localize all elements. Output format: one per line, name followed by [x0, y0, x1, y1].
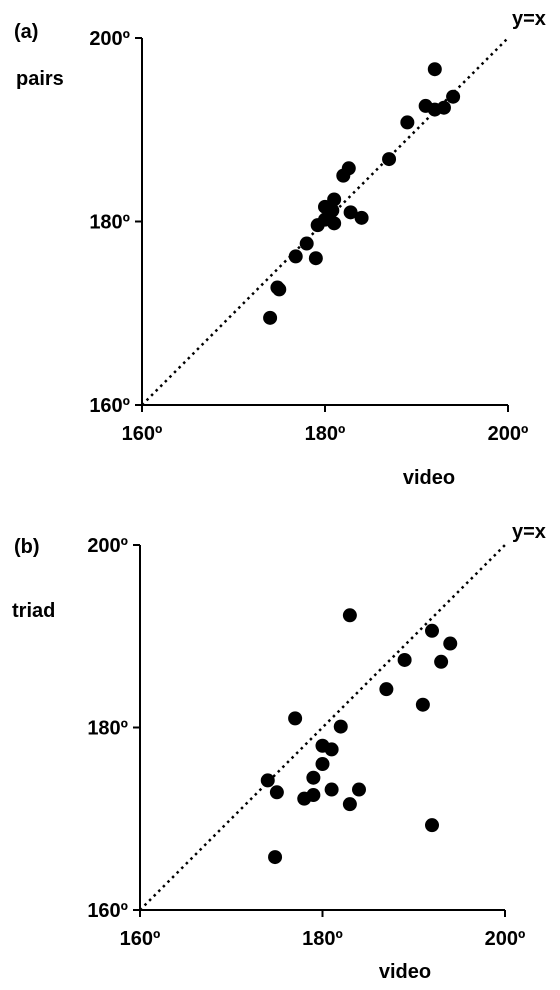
data-point [333, 719, 348, 734]
data-point [288, 711, 303, 726]
data-point [260, 773, 275, 788]
data-point [382, 152, 397, 167]
y-tick-label: 200º [89, 28, 130, 50]
data-point [272, 282, 287, 297]
y-tick-label: 160º [89, 395, 130, 417]
data-point [327, 216, 342, 231]
tick-labels: 160º 180º 200º 160º 180º 200º [87, 535, 525, 950]
tick-labels: 160º 180º 200º 160º 180º 200º [89, 28, 528, 445]
panel-label: (a) [14, 21, 38, 43]
data-point [306, 788, 321, 803]
data-point [443, 636, 458, 651]
data-point [434, 654, 449, 669]
data-point [269, 785, 284, 800]
data-point [299, 236, 314, 251]
data-point [306, 770, 321, 785]
marks [135, 37, 509, 412]
x-tick-label: 180º [305, 423, 346, 445]
reference-line-label: y=x [512, 521, 546, 543]
data-point [324, 782, 339, 797]
y-axis-label: pairs [16, 68, 64, 90]
data-point [400, 115, 415, 130]
x-axis-label: video [403, 467, 455, 489]
y-tick-label: 180º [87, 718, 128, 740]
y-tick-label: 200º [87, 535, 128, 557]
data-point [268, 850, 283, 865]
marks [133, 544, 506, 917]
x-tick-label: 160º [120, 928, 161, 950]
data-point [342, 608, 357, 623]
data-point [436, 100, 451, 115]
data-point [446, 89, 461, 104]
data-point [315, 757, 330, 771]
data-point [341, 161, 356, 176]
data-point [308, 251, 323, 266]
data-point [425, 623, 439, 638]
data-point [427, 62, 442, 77]
reference-line [139, 544, 506, 911]
x-tick-label: 200º [485, 928, 526, 950]
data-point [354, 210, 369, 225]
data-point [343, 205, 358, 220]
x-tick-label: 160º [122, 423, 163, 445]
y-axis-label: triad [12, 600, 55, 622]
data-point [425, 818, 439, 833]
data-point [263, 310, 278, 325]
data-point [352, 782, 366, 797]
data-point [342, 797, 357, 812]
panel-b: (b) triad video y=x 160º 180º 200º 160º 180º… [12, 521, 546, 983]
panel-a: (a) pairs video y=x 160º 180º 200º 160º 180º… [14, 8, 546, 489]
x-axis-label: video [379, 961, 431, 983]
reference-line-label: y=x [512, 8, 546, 30]
x-tick-label: 180º [302, 928, 343, 950]
x-tick-label: 200º [488, 423, 529, 445]
panel-label: (b) [14, 536, 40, 558]
data-point [397, 652, 412, 667]
reference-line [141, 37, 509, 406]
data-point [325, 203, 340, 218]
data-point [288, 249, 303, 264]
y-tick-label: 180º [89, 212, 130, 234]
data-point [324, 742, 339, 757]
data-point [415, 697, 430, 712]
data-point [379, 682, 394, 697]
data-point [327, 192, 342, 207]
y-tick-label: 160º [87, 900, 128, 922]
